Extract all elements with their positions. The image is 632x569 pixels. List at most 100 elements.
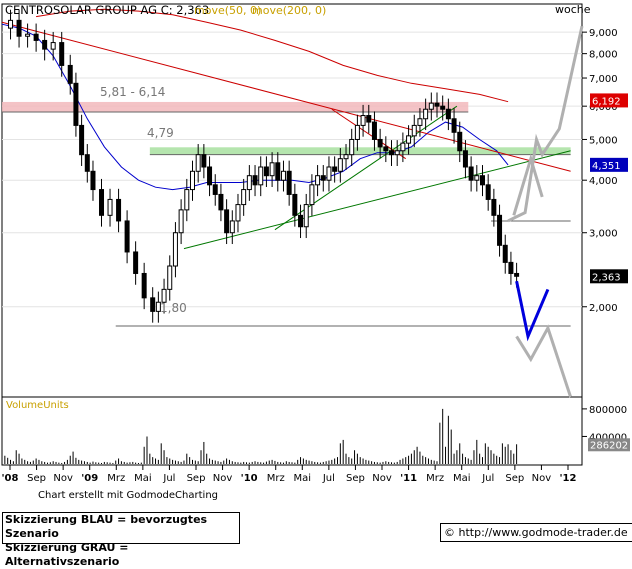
ma50-label: move(50, 0) [194,4,261,17]
y-tick-label: 9,000 [589,28,618,39]
candle-body [59,42,65,66]
x-tick-label: Nov [53,473,73,484]
volume-last-label: 286202 [590,440,628,451]
candle-body [90,170,96,191]
candle-body [326,166,332,181]
y-tick-label: 5,000 [589,135,618,146]
candle-body [497,214,503,246]
volume-last-box [588,438,630,452]
candle-body [124,220,130,253]
chart-credit: Chart erstellt mit GodmodeCharting [38,490,218,501]
candle-body [332,166,338,172]
x-tick-label: Mrz [426,473,444,484]
candle-body [389,150,395,156]
candle-body [207,166,213,186]
volume-label: VolumeUnits [6,400,69,411]
candle-body [411,124,417,137]
candle-body [320,175,326,181]
candle-body [371,121,377,140]
scenario-blue [515,280,550,342]
volume-tick-label: 400000 [589,432,627,443]
scenario-gray [507,25,584,223]
ma200-label: move(200, 0) [252,4,326,17]
zone-band [2,101,469,113]
candle-body [172,232,178,267]
candle-body [428,102,434,110]
x-tick-label: Jul [481,473,494,484]
x-tick-label: Sep [27,473,46,484]
candle-body [468,166,474,181]
candle-body [303,204,309,228]
price-panel [1,3,583,398]
ma50-value-badge: 4,351 [592,161,621,172]
candle-body [423,108,429,120]
ma200-value-badge: 6,192 [592,96,621,107]
candle-body [258,166,264,186]
candle-body [485,184,491,200]
candle-body [50,42,56,50]
candle-body [343,154,349,160]
y-tick-label: 8,000 [589,50,618,61]
candle-body [502,244,508,263]
chart-title: CENTROSOLAR GROUP AG C: 2,363 [5,3,209,17]
y-tick-label: 3,000 [589,229,618,240]
scenarios [507,25,584,398]
scenario-gray [515,324,573,398]
candle-body [440,105,446,110]
x-tick-label: Nov [372,473,392,484]
candle-body [337,158,343,172]
candle-body [161,288,167,303]
candle-body [280,170,286,181]
candle-body [195,154,201,172]
candle-body [417,118,423,126]
x-tick-label: Mai [294,473,312,484]
candle-body [445,108,451,120]
candle-body [212,184,218,195]
candle-body [508,261,514,274]
zone-label-lower: 4,79 [147,126,174,140]
candle-body [377,138,383,148]
candle-body [8,19,14,29]
moving-averages [1,8,509,191]
candle-body [315,175,321,186]
candle-body [263,166,269,177]
candle-body [116,198,122,222]
scenario-gray [512,153,544,216]
candle-body [298,214,304,228]
website-link[interactable]: © http://www.godmode-trader.de [444,526,628,539]
candle-body [394,150,400,156]
legend-blue: Skizzierung BLAU = bevorzugtes Szenario [5,513,208,540]
candle-body [479,175,485,186]
period-label: woche [555,3,591,16]
trendline [1,21,571,172]
candle-body [514,272,520,277]
legend-gray: Skizzierung GRAU = Alternativszenario [5,541,129,568]
ma200-line [36,8,509,103]
candle-body [99,189,105,216]
price-series [8,9,520,323]
last-close-badge: 2,363 [592,272,621,283]
candle-body [67,64,73,84]
candle-body [224,209,230,234]
y-tick-label: 2,000 [589,303,618,314]
candle-body [235,204,241,222]
candle-body [457,131,463,152]
candle-body [42,39,48,50]
zone-band [149,147,571,155]
candle-body [33,33,39,41]
value-badges: 6,192 4,351 2,363 [590,93,628,284]
candle-body [292,193,298,216]
candle-body [246,175,252,191]
candle-body [241,189,247,206]
candle-body [25,33,31,37]
candle-body [309,184,315,206]
x-tick-label: '10 [241,473,258,484]
candle-body [275,162,281,181]
x-tick-label: Mrz [107,473,125,484]
candle-body [167,265,173,290]
candle-body [491,198,497,216]
volume-panel [1,396,583,466]
candle-body [462,150,468,168]
